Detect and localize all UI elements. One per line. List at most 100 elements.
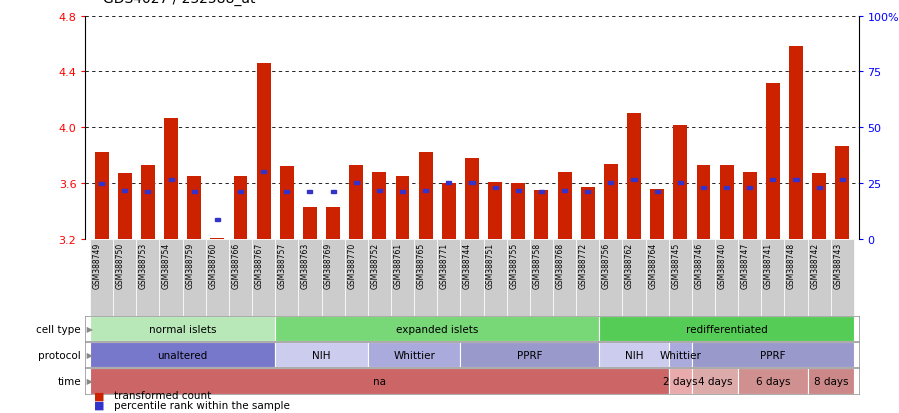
- Text: ▶: ▶: [84, 324, 93, 333]
- Bar: [377, 190, 382, 192]
- Bar: [807, 368, 854, 394]
- Text: GSM388744: GSM388744: [463, 242, 472, 289]
- Text: GSM388761: GSM388761: [394, 242, 403, 289]
- Text: GSM388763: GSM388763: [301, 242, 310, 289]
- Text: GSM388769: GSM388769: [324, 242, 334, 289]
- FancyBboxPatch shape: [252, 240, 275, 316]
- FancyBboxPatch shape: [622, 240, 645, 316]
- Bar: [669, 342, 692, 368]
- Bar: [331, 190, 335, 193]
- FancyBboxPatch shape: [275, 240, 298, 316]
- Bar: [372, 173, 387, 240]
- Bar: [303, 207, 316, 240]
- Bar: [307, 190, 313, 193]
- Bar: [609, 182, 613, 185]
- Bar: [488, 183, 502, 240]
- FancyBboxPatch shape: [553, 240, 576, 316]
- Bar: [465, 159, 479, 240]
- FancyBboxPatch shape: [182, 240, 206, 316]
- Text: NIH: NIH: [312, 350, 331, 360]
- FancyBboxPatch shape: [761, 240, 785, 316]
- Bar: [234, 177, 247, 240]
- FancyBboxPatch shape: [298, 240, 322, 316]
- Text: ▶: ▶: [84, 350, 93, 359]
- FancyBboxPatch shape: [113, 240, 137, 316]
- FancyBboxPatch shape: [344, 240, 368, 316]
- FancyBboxPatch shape: [576, 240, 600, 316]
- Bar: [168, 179, 174, 182]
- Text: GSM388767: GSM388767: [254, 242, 263, 289]
- Bar: [720, 166, 734, 240]
- Bar: [562, 190, 567, 192]
- Bar: [146, 190, 150, 193]
- Bar: [275, 342, 368, 368]
- Text: GSM388757: GSM388757: [278, 242, 287, 289]
- Text: GSM388743: GSM388743: [833, 242, 842, 289]
- Bar: [90, 316, 275, 342]
- Text: GSM388770: GSM388770: [347, 242, 356, 289]
- Bar: [400, 190, 405, 193]
- Bar: [187, 177, 201, 240]
- FancyBboxPatch shape: [645, 240, 669, 316]
- FancyBboxPatch shape: [137, 240, 159, 316]
- Text: GSM388762: GSM388762: [625, 242, 634, 289]
- Text: protocol: protocol: [38, 350, 81, 360]
- Text: unaltered: unaltered: [157, 350, 208, 360]
- FancyBboxPatch shape: [600, 240, 622, 316]
- Bar: [673, 125, 687, 240]
- Bar: [535, 191, 548, 240]
- Bar: [280, 167, 294, 240]
- FancyBboxPatch shape: [391, 240, 414, 316]
- FancyBboxPatch shape: [807, 240, 831, 316]
- Bar: [738, 368, 807, 394]
- Text: GSM388747: GSM388747: [741, 242, 750, 289]
- Bar: [94, 153, 109, 240]
- Text: PPRF: PPRF: [761, 350, 786, 360]
- Text: transformed count: transformed count: [114, 390, 211, 400]
- Text: GSM388758: GSM388758: [532, 242, 541, 289]
- Bar: [654, 190, 660, 193]
- Bar: [743, 173, 757, 240]
- Bar: [600, 342, 669, 368]
- Bar: [692, 342, 854, 368]
- Bar: [165, 118, 178, 240]
- Text: GSM388750: GSM388750: [116, 242, 125, 289]
- Bar: [724, 186, 729, 189]
- Bar: [516, 190, 521, 192]
- Text: redifferentiated: redifferentiated: [686, 324, 768, 334]
- FancyBboxPatch shape: [738, 240, 761, 316]
- Text: GSM388771: GSM388771: [440, 242, 449, 289]
- Text: GSM388764: GSM388764: [648, 242, 657, 289]
- Text: GSM388766: GSM388766: [232, 242, 241, 289]
- Bar: [512, 184, 525, 240]
- Bar: [419, 153, 432, 240]
- Text: NIH: NIH: [625, 350, 644, 360]
- FancyBboxPatch shape: [414, 240, 437, 316]
- Text: na: na: [373, 376, 386, 386]
- FancyBboxPatch shape: [368, 240, 391, 316]
- Text: GSM388742: GSM388742: [810, 242, 819, 289]
- Text: GSM388746: GSM388746: [694, 242, 703, 289]
- Bar: [261, 171, 266, 174]
- Bar: [840, 179, 845, 182]
- Bar: [600, 316, 854, 342]
- Text: GSM388760: GSM388760: [209, 242, 218, 289]
- FancyBboxPatch shape: [715, 240, 738, 316]
- Text: ■: ■: [94, 400, 105, 410]
- Bar: [275, 316, 600, 342]
- Bar: [350, 166, 363, 240]
- Text: 8 days: 8 days: [814, 376, 848, 386]
- Bar: [469, 182, 475, 185]
- Text: ▶: ▶: [84, 376, 93, 385]
- Bar: [396, 177, 409, 240]
- Bar: [813, 174, 826, 240]
- Text: GSM388759: GSM388759: [185, 242, 194, 289]
- Bar: [368, 342, 460, 368]
- Bar: [257, 64, 271, 240]
- FancyBboxPatch shape: [692, 240, 715, 316]
- FancyBboxPatch shape: [507, 240, 530, 316]
- Bar: [141, 166, 155, 240]
- Text: expanded islets: expanded islets: [396, 324, 478, 334]
- Text: 6 days: 6 days: [756, 376, 790, 386]
- Text: GSM388749: GSM388749: [93, 242, 102, 289]
